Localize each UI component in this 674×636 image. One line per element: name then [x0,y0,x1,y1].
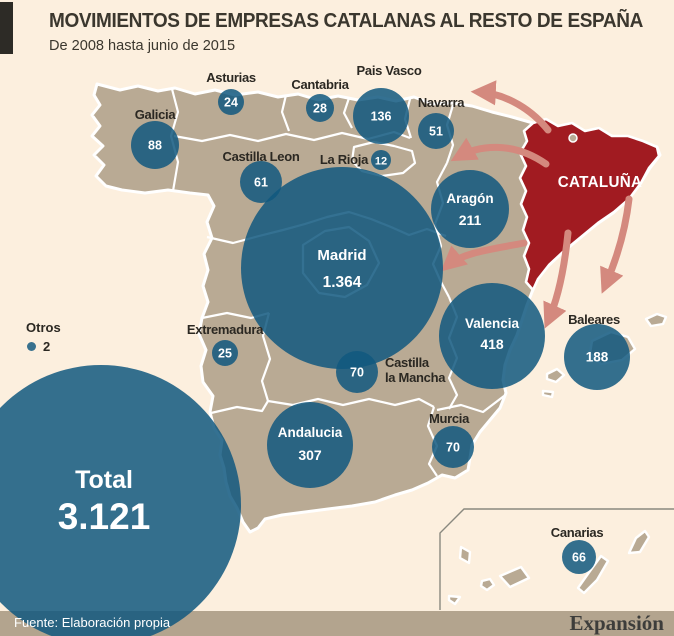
region-border-1 [280,94,291,132]
el-hierro-island [447,594,462,606]
otros-dot-icon [27,342,36,351]
bubble-canarias [562,540,596,574]
bubble-total-value: 3.121 [58,496,151,537]
arrow-to-baleares [600,195,633,294]
bubble-castilla-leon [240,161,282,203]
title-accent-bar [0,2,13,54]
legend-otros-label: Otros [26,320,61,335]
brand-logo: Expansión [569,611,664,635]
bubble-total [0,365,241,636]
region-border-14 [436,395,505,414]
menorca-island [644,312,668,328]
bubble-baleares [564,324,630,390]
bubble-pais-vasco-value: 136 [371,110,392,124]
legend-otros-value: 2 [43,339,51,354]
bubble-murcia [432,426,474,468]
la-gomera-island [479,577,496,592]
arrow-to-west [450,137,550,168]
bubble-madrid-name: Madrid [317,247,366,264]
region-border-6 [350,140,417,178]
region-label-castilla-la-mancha: la Mancha [385,370,446,385]
legend-otros: Otros 2 [26,320,61,354]
bubble-valencia [439,283,545,389]
region-label-canarias: Canarias [551,525,604,540]
la-palma-island [458,545,472,565]
cataluna-enclave [568,133,578,143]
cataluna-region-label: CATALUÑA [557,174,643,191]
bubble-madrid [241,167,443,369]
bubble-navarra [418,113,454,149]
region-label-la-rioja: La Rioja [320,152,369,167]
bubble-navarra-value: 51 [429,125,443,139]
region-label-pais-vasco: Pais Vasco [357,63,422,78]
source-text: Fuente: Elaboración propia [14,615,171,630]
bubble-andalucia-name: Andalucia [278,425,343,440]
bubble-andalucia-value: 307 [298,447,322,463]
ibiza-island [545,367,566,384]
bubble-baleares-value: 188 [586,350,609,365]
region-label-galicia: Galicia [135,107,177,122]
bubble-aragon-name: Aragón [446,191,493,206]
canarias-inset-frame [439,508,674,610]
bubble-galicia-value: 88 [148,139,162,153]
bubble-asturias-value: 24 [224,96,238,110]
region-label-navarra: Navarra [418,95,465,110]
bubble-pais-vasco [353,88,409,144]
bubble-madrid-value: 1.364 [323,274,362,291]
bubble-cantabria [306,94,334,122]
bubble-extremadura [212,340,238,366]
region-label-extremadura: Extremadura [187,322,264,337]
bubble-murcia-value: 70 [446,441,460,455]
region-label-baleares: Baleares [568,312,620,327]
arrow-to-north [470,80,552,134]
bubble-castilla-la-mancha-value: 70 [350,366,364,380]
region-label-murcia: Murcia [429,411,470,426]
region-label-asturias: Asturias [206,70,256,85]
arrow-to-valencia [543,229,572,329]
bubble-aragon-value: 211 [459,212,482,228]
region-label-castilla-la-mancha: Castilla [385,355,430,370]
bubble-canarias-value: 66 [572,551,586,565]
lanzarote-island [627,529,651,555]
region-border-2 [342,97,353,129]
cataluna-region-shape [518,117,661,292]
bubble-total-name: Total [75,466,133,494]
bubble-la-rioja-value: 12 [375,156,387,168]
bubble-asturias [218,89,244,115]
bubble-valencia-name: Valencia [465,316,520,331]
bubble-cantabria-value: 28 [313,102,327,116]
bubble-galicia [131,121,179,169]
bubble-castilla-la-mancha [336,351,378,393]
bubble-aragon [431,170,509,248]
infographic-subtitle: De 2008 hasta junio de 2015 [49,37,236,54]
region-border-12 [210,397,435,415]
infographic-title: MOVIMIENTOS DE EMPRESAS CATALANAS AL RES… [49,10,643,32]
tenerife-island [498,565,531,589]
bubble-valencia-value: 418 [480,336,504,352]
bubble-andalucia [267,402,353,488]
bubble-extremadura-value: 25 [218,347,232,361]
formentera-island [541,389,555,399]
bubble-la-rioja [371,150,391,170]
fuerteventura-island [576,554,610,595]
region-label-cantabria: Cantabria [291,77,349,92]
arrow-to-madrid [440,239,528,272]
region-label-castilla-leon: Castilla Leon [222,149,299,164]
bubble-castilla-leon-value: 61 [254,176,268,190]
